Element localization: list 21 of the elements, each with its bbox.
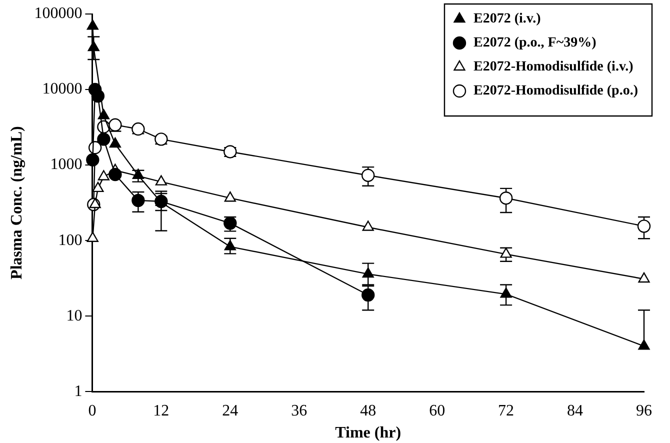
y-tick-label: 10000 bbox=[42, 80, 82, 98]
x-tick-label: 48 bbox=[360, 402, 376, 420]
x-axis-title: Time (hr) bbox=[335, 424, 402, 442]
x-tick-label: 72 bbox=[498, 402, 514, 420]
x-tick-label: 24 bbox=[222, 402, 238, 420]
x-tick-label: 12 bbox=[153, 402, 170, 420]
y-tick-label: 100 bbox=[58, 232, 82, 249]
x-tick-label: 84 bbox=[567, 402, 584, 420]
y-tick-label: 10 bbox=[66, 307, 82, 324]
legend-label: E2072-Homodisulfide (i.v.) bbox=[473, 60, 634, 75]
x-tick-label: 96 bbox=[636, 402, 652, 420]
x-tick-label: 0 bbox=[88, 402, 96, 420]
y-axis-title: Plasma Conc. (ng/mL) bbox=[8, 126, 26, 280]
x-tick-label: 36 bbox=[291, 402, 308, 420]
y-tick-label: 1000 bbox=[50, 156, 82, 174]
legend-label: E2072 (i.v.) bbox=[473, 12, 542, 27]
y-tick-label: 1 bbox=[74, 382, 82, 400]
legend-label: E2072 (p.o., F~39%) bbox=[473, 36, 597, 51]
x-tick-label: 60 bbox=[429, 402, 446, 420]
y-tick-label: 100000 bbox=[34, 5, 82, 22]
legend-label: E2072-Homodisulfide (p.o.) bbox=[473, 84, 638, 99]
